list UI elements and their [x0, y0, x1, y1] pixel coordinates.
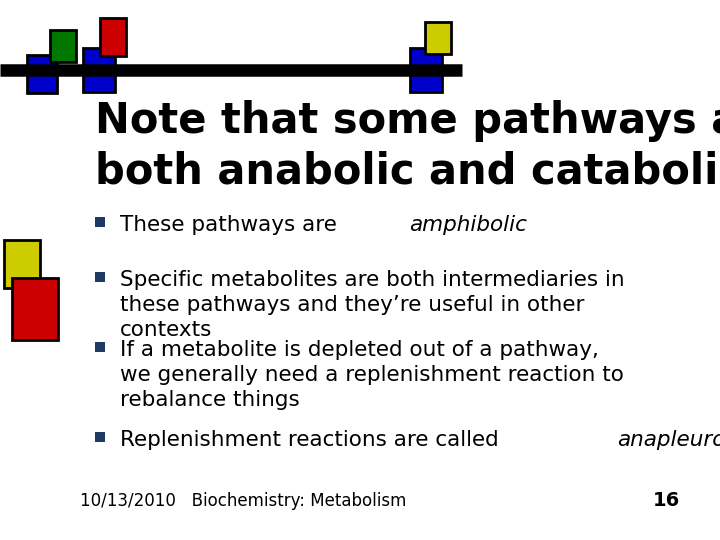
- Bar: [95, 217, 105, 227]
- Text: anapleurotic: anapleurotic: [618, 430, 720, 450]
- Bar: [4, 240, 40, 288]
- Bar: [95, 342, 105, 352]
- Bar: [95, 432, 105, 442]
- Bar: [425, 22, 451, 54]
- Bar: [410, 48, 442, 92]
- Text: These pathways are: These pathways are: [120, 215, 343, 235]
- Text: amphibolic: amphibolic: [409, 215, 527, 235]
- Bar: [100, 18, 126, 56]
- Text: Replenishment reactions are called: Replenishment reactions are called: [120, 430, 505, 450]
- Text: Specific metabolites are both intermediaries in
these pathways and they’re usefu: Specific metabolites are both intermedia…: [120, 270, 625, 340]
- Bar: [83, 48, 115, 92]
- Bar: [95, 272, 105, 282]
- Bar: [27, 55, 57, 93]
- Text: 16: 16: [653, 491, 680, 510]
- Bar: [12, 278, 58, 340]
- Text: If a metabolite is depleted out of a pathway,
we generally need a replenishment : If a metabolite is depleted out of a pat…: [120, 340, 624, 410]
- Bar: [50, 30, 76, 62]
- Text: Note that some pathways are
both anabolic and catabolic!: Note that some pathways are both anaboli…: [95, 100, 720, 192]
- Text: 10/13/2010   Biochemistry: Metabolism: 10/13/2010 Biochemistry: Metabolism: [80, 492, 406, 510]
